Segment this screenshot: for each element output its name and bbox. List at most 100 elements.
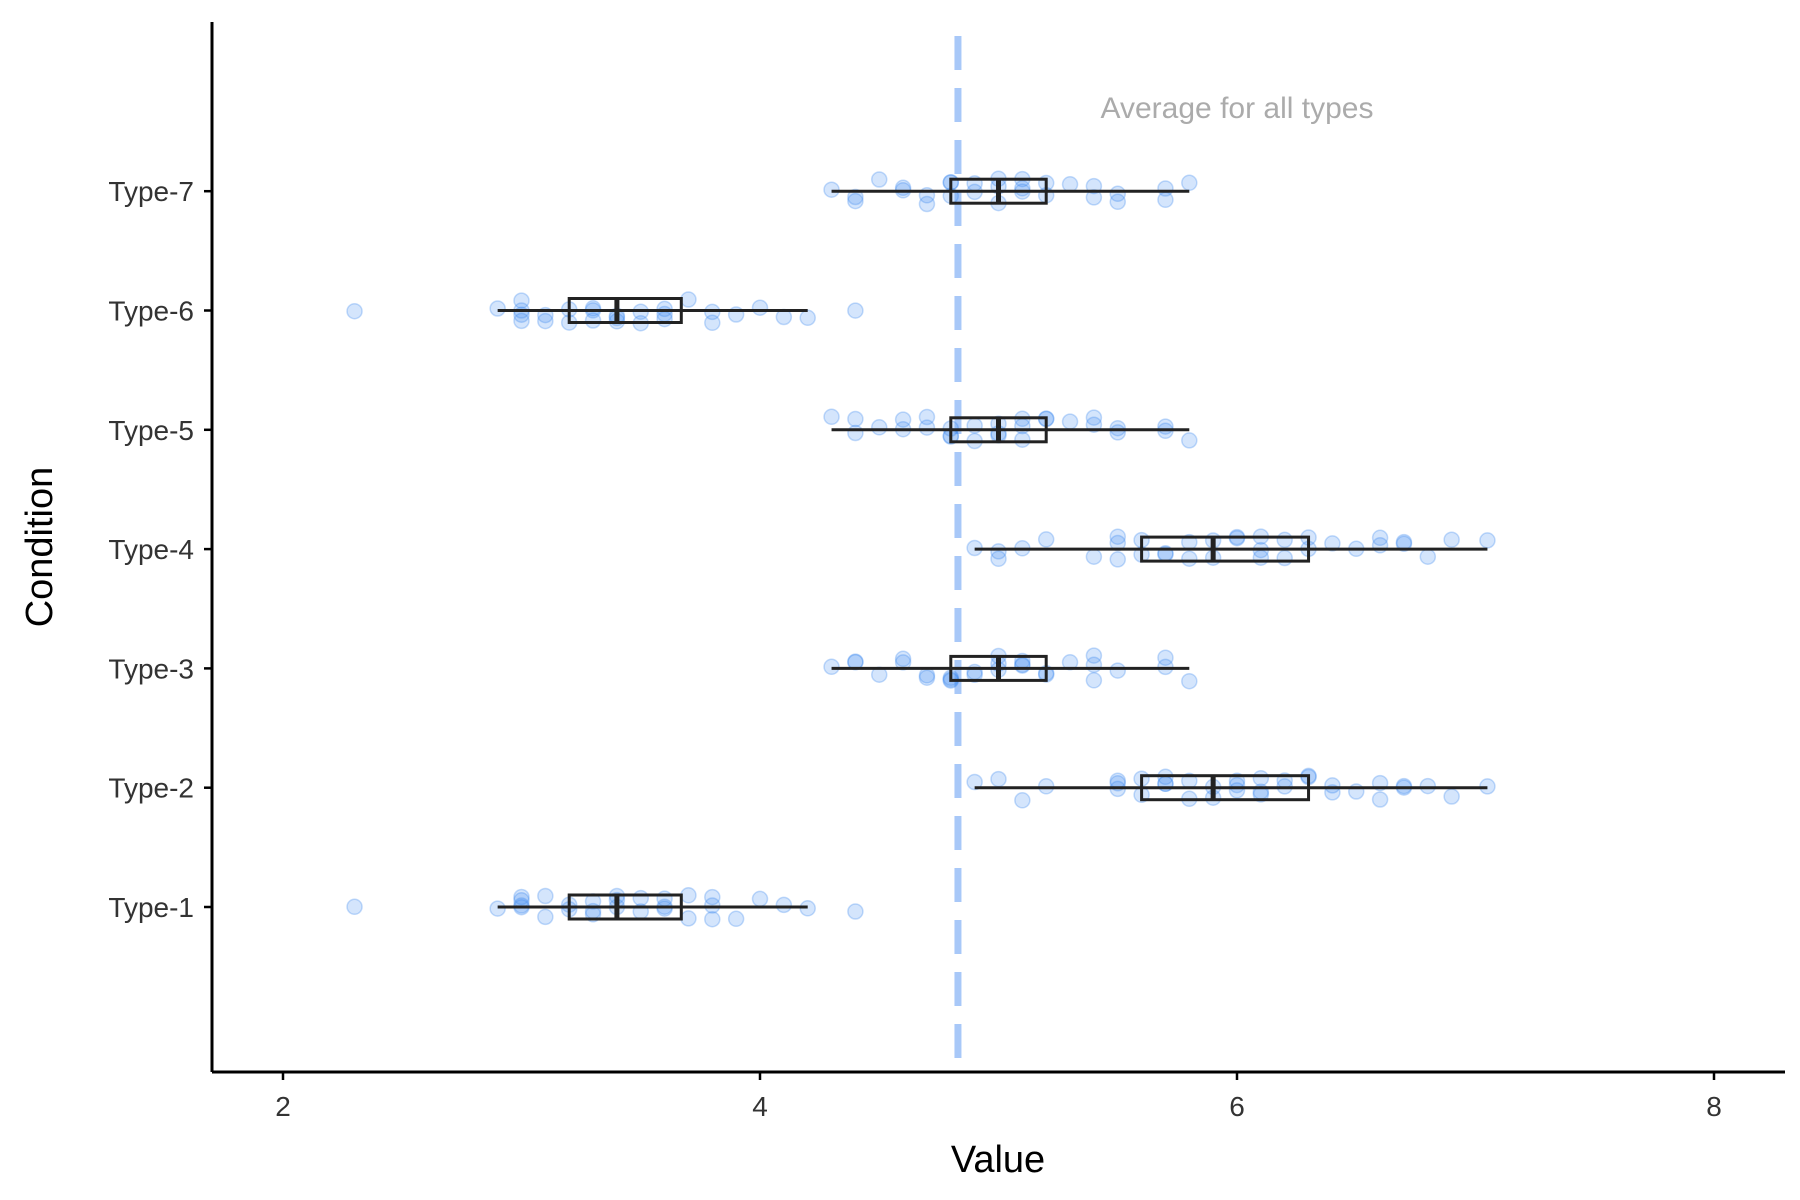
data-point	[346, 302, 363, 320]
data-point	[680, 910, 697, 927]
y-tick-label: Type-4	[108, 534, 194, 565]
data-point	[1228, 776, 1246, 794]
data-point	[1181, 174, 1198, 192]
data-point	[656, 900, 673, 917]
data-point	[1252, 769, 1270, 787]
x-tick-label: 4	[752, 1091, 768, 1122]
data-point	[823, 408, 840, 426]
data-point	[847, 410, 864, 428]
data-point	[751, 299, 769, 316]
data-point	[1085, 647, 1103, 664]
x-tick-label: 2	[275, 1091, 291, 1122]
data-point	[656, 890, 673, 907]
data-point	[918, 669, 936, 686]
data-point	[1014, 657, 1031, 674]
data-point	[1085, 672, 1103, 689]
data-point	[1419, 548, 1437, 565]
data-point	[1109, 419, 1126, 437]
data-point	[918, 195, 936, 213]
data-point	[1085, 409, 1103, 426]
data-point	[918, 408, 936, 426]
data-point	[1109, 193, 1126, 211]
data-point	[704, 314, 721, 332]
box-iqr	[567, 893, 683, 921]
data-point	[346, 898, 363, 916]
data-point	[871, 171, 888, 188]
data-point	[727, 910, 745, 928]
data-point	[775, 896, 793, 914]
data-point	[513, 312, 530, 330]
reference-line-label: Average for all types	[1101, 92, 1374, 125]
data-point	[704, 910, 721, 928]
data-point	[1109, 528, 1126, 545]
y-axis-title: Condition	[19, 467, 61, 628]
data-point	[1109, 551, 1126, 568]
data-point	[966, 773, 983, 791]
y-tick-label: Type-3	[108, 653, 194, 684]
data-point	[1443, 788, 1460, 805]
data-point	[847, 188, 864, 206]
data-point	[513, 888, 530, 906]
data-point	[1061, 176, 1079, 193]
data-point	[1109, 662, 1126, 679]
data-point	[537, 887, 554, 905]
data-point	[751, 890, 769, 908]
data-point	[1037, 531, 1055, 548]
data-point	[704, 888, 721, 906]
data-point	[823, 658, 840, 676]
data-point	[1085, 656, 1103, 674]
data-point	[1371, 791, 1389, 808]
data-point	[1061, 413, 1079, 430]
data-point	[584, 312, 602, 329]
y-tick-label: Type-2	[108, 773, 194, 804]
data-point	[966, 663, 983, 681]
data-point	[1181, 432, 1198, 449]
data-point	[1324, 535, 1341, 552]
data-point	[489, 900, 506, 917]
y-tick-label: Type-6	[108, 296, 194, 327]
data-point	[1181, 672, 1198, 690]
data-point	[1109, 185, 1126, 203]
data-point	[1371, 529, 1389, 547]
data-point	[990, 770, 1007, 788]
box-iqr	[567, 297, 683, 324]
data-point	[537, 312, 554, 330]
data-point	[847, 424, 864, 442]
data-point	[1276, 531, 1293, 549]
data-point	[1419, 777, 1437, 795]
data-point	[847, 653, 864, 670]
data-point	[489, 300, 506, 317]
data-point	[799, 309, 816, 327]
data-point	[990, 550, 1007, 568]
box-iqr	[1140, 774, 1311, 802]
data-point	[584, 300, 602, 317]
data-point	[1395, 535, 1413, 553]
data-point	[537, 908, 554, 926]
data-point	[1395, 777, 1413, 795]
data-point	[847, 192, 864, 210]
data-point	[1443, 531, 1460, 548]
data-point	[1014, 792, 1031, 809]
data-point	[1014, 180, 1031, 197]
y-tick-label: Type-7	[108, 176, 194, 207]
data-point	[894, 411, 912, 428]
data-point	[918, 419, 936, 436]
data-point	[1479, 532, 1496, 549]
data-point	[680, 887, 697, 904]
data-point	[1276, 549, 1293, 567]
data-point	[847, 903, 864, 920]
data-point	[847, 302, 864, 319]
data-point	[1157, 649, 1174, 666]
data-point	[1252, 549, 1270, 566]
x-tick-label: 8	[1706, 1091, 1722, 1122]
data-point	[1157, 191, 1174, 209]
data-point	[632, 889, 649, 907]
box-iqr	[1140, 535, 1311, 563]
data-point	[656, 300, 673, 318]
data-point	[680, 291, 697, 308]
y-tick-label: Type-1	[108, 892, 194, 923]
data-point	[513, 292, 530, 309]
x-axis-title: Value	[951, 1139, 1045, 1181]
data-point	[1085, 548, 1103, 565]
